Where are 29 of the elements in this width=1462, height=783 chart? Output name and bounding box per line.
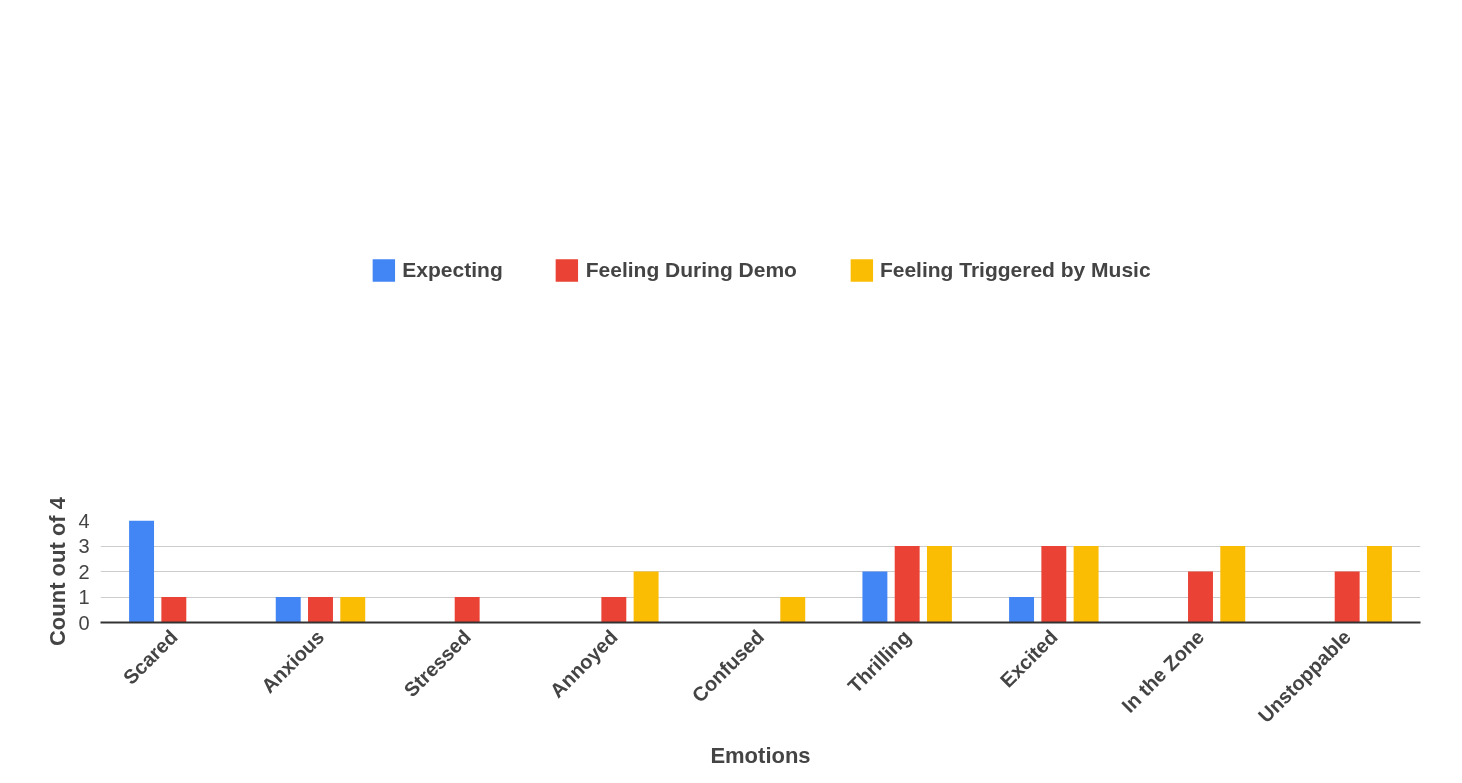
y-tick-label: 4 bbox=[78, 509, 90, 532]
bar bbox=[1009, 597, 1035, 623]
bar bbox=[454, 597, 480, 623]
legend-label: Feeling Triggered by Music bbox=[879, 258, 1151, 282]
x-axis-title: Emotions bbox=[710, 742, 811, 768]
bar bbox=[275, 597, 301, 623]
bar bbox=[1073, 546, 1099, 623]
y-tick-label: 0 bbox=[78, 611, 90, 634]
bar bbox=[780, 597, 806, 623]
bar bbox=[1041, 546, 1067, 623]
y-tick-label: 2 bbox=[78, 560, 90, 583]
y-tick-label: 1 bbox=[78, 586, 90, 608]
bar bbox=[308, 597, 333, 623]
bar bbox=[161, 597, 187, 623]
y-axis-title: Count out of 4 bbox=[45, 496, 71, 647]
legend-label: Feeling During Demo bbox=[585, 258, 797, 282]
legend-label: Expecting bbox=[402, 258, 503, 282]
bar bbox=[894, 546, 920, 623]
bar bbox=[926, 546, 952, 623]
bar bbox=[1188, 571, 1213, 623]
bar bbox=[601, 597, 627, 623]
bar bbox=[862, 571, 888, 623]
y-tick-label: 3 bbox=[78, 535, 90, 557]
bar bbox=[340, 597, 366, 623]
bar bbox=[1220, 546, 1246, 623]
bar bbox=[1366, 546, 1392, 623]
bar bbox=[633, 571, 659, 623]
bar bbox=[129, 520, 155, 623]
bar bbox=[1334, 571, 1360, 623]
